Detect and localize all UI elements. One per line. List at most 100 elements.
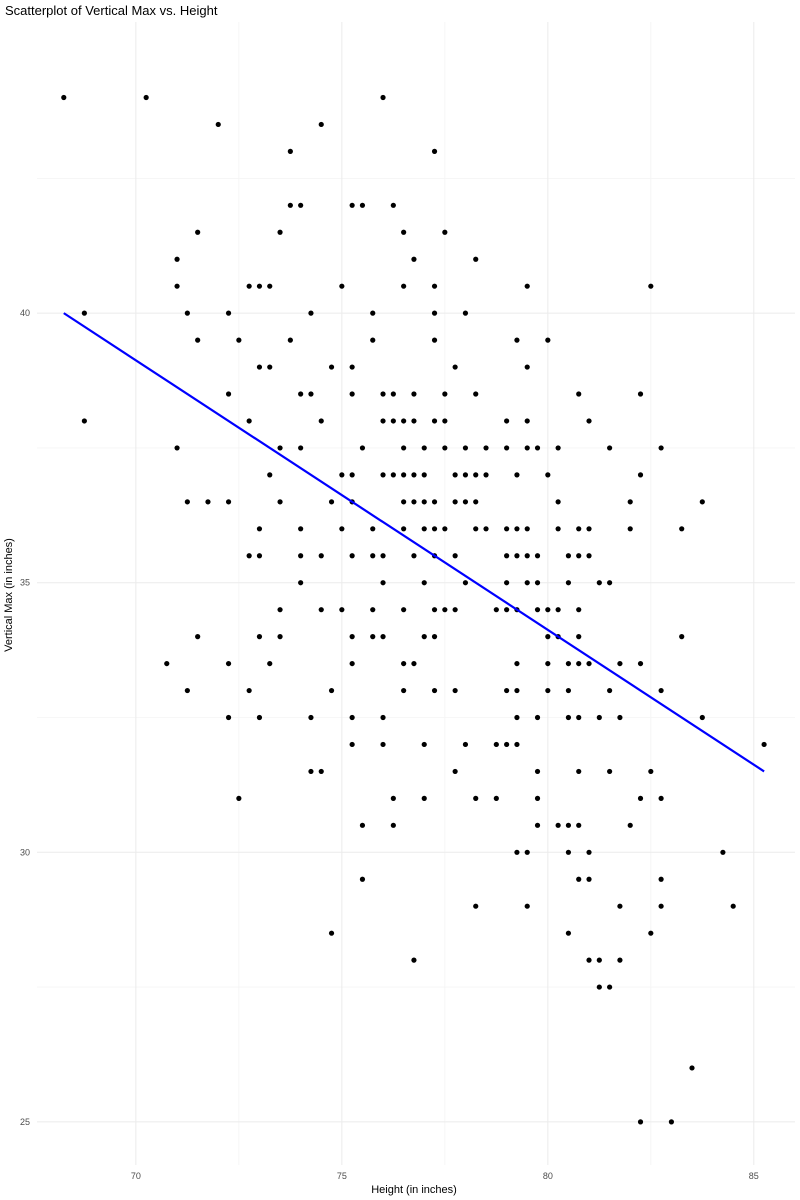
data-point [277,229,283,235]
data-point [545,687,551,694]
data-point [493,607,499,613]
data-point [359,876,366,882]
data-point [411,553,417,559]
data-point [328,499,335,505]
data-point [81,418,87,424]
data-point [205,499,211,505]
data-point [565,660,572,667]
data-point [462,445,469,451]
data-point [442,418,448,424]
y-tick-label: 35 [20,578,30,588]
data-point [514,687,520,694]
data-point [349,202,355,208]
data-point [267,364,273,370]
data-point [534,607,541,613]
data-point [225,714,232,721]
data-point [565,930,572,936]
data-point [421,580,427,586]
data-point [256,364,263,370]
data-point [658,795,664,801]
data-point [483,445,489,451]
data-point [442,229,448,235]
data-point [524,903,530,909]
data-point [421,741,427,748]
data-point [339,283,345,289]
data-point [318,768,324,775]
data-point [473,795,479,801]
data-point [277,445,283,451]
data-point [555,607,561,613]
data-point [308,768,314,775]
data-point [648,768,654,775]
data-point [720,849,726,855]
data-point [627,822,633,828]
data-point [534,445,541,451]
data-point [607,445,613,451]
data-point [246,687,252,694]
data-point [483,472,489,478]
data-point [627,526,633,532]
data-point [565,714,572,721]
data-point [545,634,551,640]
data-point [514,337,520,343]
data-point [390,822,396,828]
data-point [442,391,448,397]
data-point [576,714,582,721]
data-point [555,526,561,532]
data-point [421,634,427,640]
data-point [534,822,541,828]
data-point [349,714,355,721]
trend-line-group [63,312,765,773]
data-point [421,526,427,532]
data-point [401,607,407,613]
data-point [318,121,324,128]
data-point [514,849,520,855]
data-point [514,553,520,559]
data-point [349,553,355,559]
data-point [380,714,386,721]
data-point [534,580,541,586]
data-point [473,256,479,262]
data-point [504,553,510,559]
x-tick-label: 85 [749,1171,759,1181]
data-point [401,283,407,289]
data-point [627,499,633,505]
data-point [524,418,530,424]
data-point [318,553,324,559]
data-point [349,741,355,748]
data-point [761,741,767,748]
data-point [576,553,582,559]
data-point [524,526,530,532]
data-point [586,849,592,855]
data-point [462,472,469,478]
data-point [617,903,623,909]
data-point [421,795,427,801]
data-point [380,472,386,478]
data-point [431,310,438,316]
data-point [637,795,644,801]
data-point [339,526,345,532]
data-point [339,472,345,478]
data-point [225,660,232,667]
data-point [225,391,232,397]
data-point [256,634,263,640]
data-point [699,714,705,721]
y-axis-title: Vertical Max (in inches) [3,538,15,652]
data-point [380,634,386,640]
data-point [699,499,705,505]
data-point [545,337,551,343]
x-tick-label: 75 [337,1171,347,1181]
y-tick-label: 30 [20,847,30,857]
data-point [576,660,582,667]
data-point [370,553,376,559]
x-axis-title: Height (in inches) [371,1184,457,1196]
data-point [256,526,263,532]
data-point [431,687,438,694]
data-point [565,580,572,586]
data-point [576,822,582,828]
data-point [586,876,592,882]
data-point [267,283,273,289]
data-point [473,472,479,478]
data-point [483,526,489,532]
data-point [462,741,469,748]
